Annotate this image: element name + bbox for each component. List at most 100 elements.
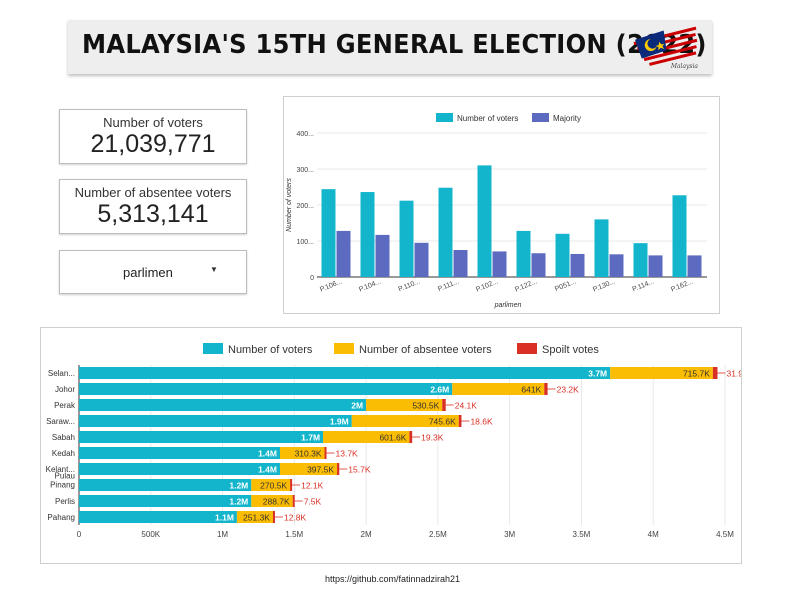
data-label: 1.4M [258,449,277,459]
data-label: 31.9 [726,369,741,379]
data-label: 7.5K [304,497,322,507]
absentee-bar-segment [279,463,338,475]
majority-bar [453,250,468,277]
voters-bar-segment [79,447,280,459]
x-tick-label: 2M [361,530,372,539]
data-label: 288.7K [263,497,290,507]
data-label: 270.5K [260,481,287,491]
dropdown-triangle-icon: ▼ [210,265,218,274]
absentee-bar-segment [323,431,410,443]
data-label: 12.8K [284,513,307,523]
malaysia-flag-icon [633,26,698,66]
majority-bar [336,230,351,277]
data-label: 745.6K [429,417,456,427]
data-label: 715.7K [683,369,710,379]
absentee-bar-segment [366,399,443,411]
y-tick-label: Saraw... [46,417,75,426]
absentee-bar-segment [452,383,545,395]
scorecard-label: Number of absentee voters [74,185,232,200]
data-label: 19.3K [421,433,444,443]
x-tick-label: P.102... [475,278,499,293]
x-tick-label: 3.5M [573,530,591,539]
legend-label: Spoilt votes [542,344,599,356]
data-label: 18.6K [470,417,493,427]
legend-swatch [436,113,453,122]
y-tick-label: Pahang [47,513,75,522]
parlimen-bar-chart: Number of voters Majority 0 100... 200... 300… [286,113,707,309]
x-tick-label: 500K [141,530,160,539]
y-tick-label: Sabah [52,433,75,442]
absentee-bar-segment [236,511,273,523]
dropdown-label: parlimen [123,265,173,280]
page-title: MALAYSIA'S 15TH GENERAL ELECTION (2022) [82,30,707,60]
spoilt-bar-segment [290,479,293,491]
majority-bar [492,251,507,277]
title-banner: MALAYSIA'S 15TH GENERAL ELECTION (2022) … [68,20,712,74]
state-stacked-bar-chart: Number of voters Number of absentee voter… [46,343,743,539]
voters-bar-segment [79,463,280,475]
x-tick-label: 1.5M [285,530,303,539]
x-tick-label: P.104... [358,278,382,293]
majority-bar [609,254,624,277]
legend-label: Number of voters [457,114,518,123]
data-label: 1.7M [301,433,320,443]
voters-bar [672,195,687,277]
data-label: 310.3K [295,449,322,459]
voters-bar [399,200,414,277]
voters-bar [633,243,648,277]
voters-bar-segment [79,495,252,507]
x-axis-label: parlimen [494,302,522,309]
data-label: 15.7K [348,465,371,475]
scorecard-value: 5,313,141 [97,200,209,228]
y-tick-label: 200... [296,203,314,210]
majority-bar [687,255,702,277]
majority-bar [375,234,390,277]
x-tick-label: 2.5M [429,530,447,539]
x-tick-label: P051... [554,278,577,293]
voters-bar-segment [79,431,324,443]
y-tick-label: Pulau [55,472,75,481]
spoilt-bar-segment [712,367,718,379]
data-label: 23.2K [557,385,580,395]
y-tick-label: Selan... [48,369,75,378]
scorecard-voters: Number of voters 21,039,771 [59,109,247,164]
x-tick-label: P.114... [632,278,656,293]
parlimen-dropdown[interactable]: parlimen ▼ [59,250,247,294]
spoilt-bar-segment [337,463,340,475]
absentee-bar-segment [251,495,293,507]
x-tick-label: P.106... [319,278,343,293]
x-tick-label: 4.5M [716,530,734,539]
x-tick-label: P.111... [437,278,460,293]
voters-bar [477,165,492,277]
voters-bar-segment [79,479,252,491]
data-label: 601.6K [379,433,406,443]
majority-bar [414,242,429,277]
y-tick-label: Perlis [55,497,75,506]
data-label: 3.7M [588,369,607,379]
legend-label: Majority [553,114,581,123]
voters-bar [360,192,375,277]
voters-bar [321,189,336,277]
legend-label: Number of absentee voters [359,344,492,356]
y-tick-label: 400... [296,131,314,138]
footer-link[interactable]: https://github.com/fatinnadzirah21 [324,574,461,584]
spoilt-bar-segment [458,415,462,427]
voters-bar-segment [79,399,367,411]
legend-swatch [532,113,549,122]
data-label: 530.5K [412,401,439,411]
parlimen-bar-chart-card: Number of voters Majority 0 100... 200... 300… [283,96,720,314]
y-tick-label: Kelant... [46,465,75,474]
spoilt-bar-segment [292,495,295,507]
y-tick-label: 300... [296,167,314,174]
y-tick-label: Kedah [52,449,75,458]
scorecard-label: Number of voters [103,115,203,130]
data-label: 1.2M [229,497,248,507]
x-tick-label: P.162... [670,278,694,293]
x-tick-label: 0 [77,530,82,539]
legend-swatch [203,343,223,354]
majority-bar [531,253,546,277]
voters-bar-segment [79,367,611,379]
legend-swatch [517,343,537,354]
legend-label: Number of voters [228,344,313,356]
data-label: 641K [521,385,541,395]
